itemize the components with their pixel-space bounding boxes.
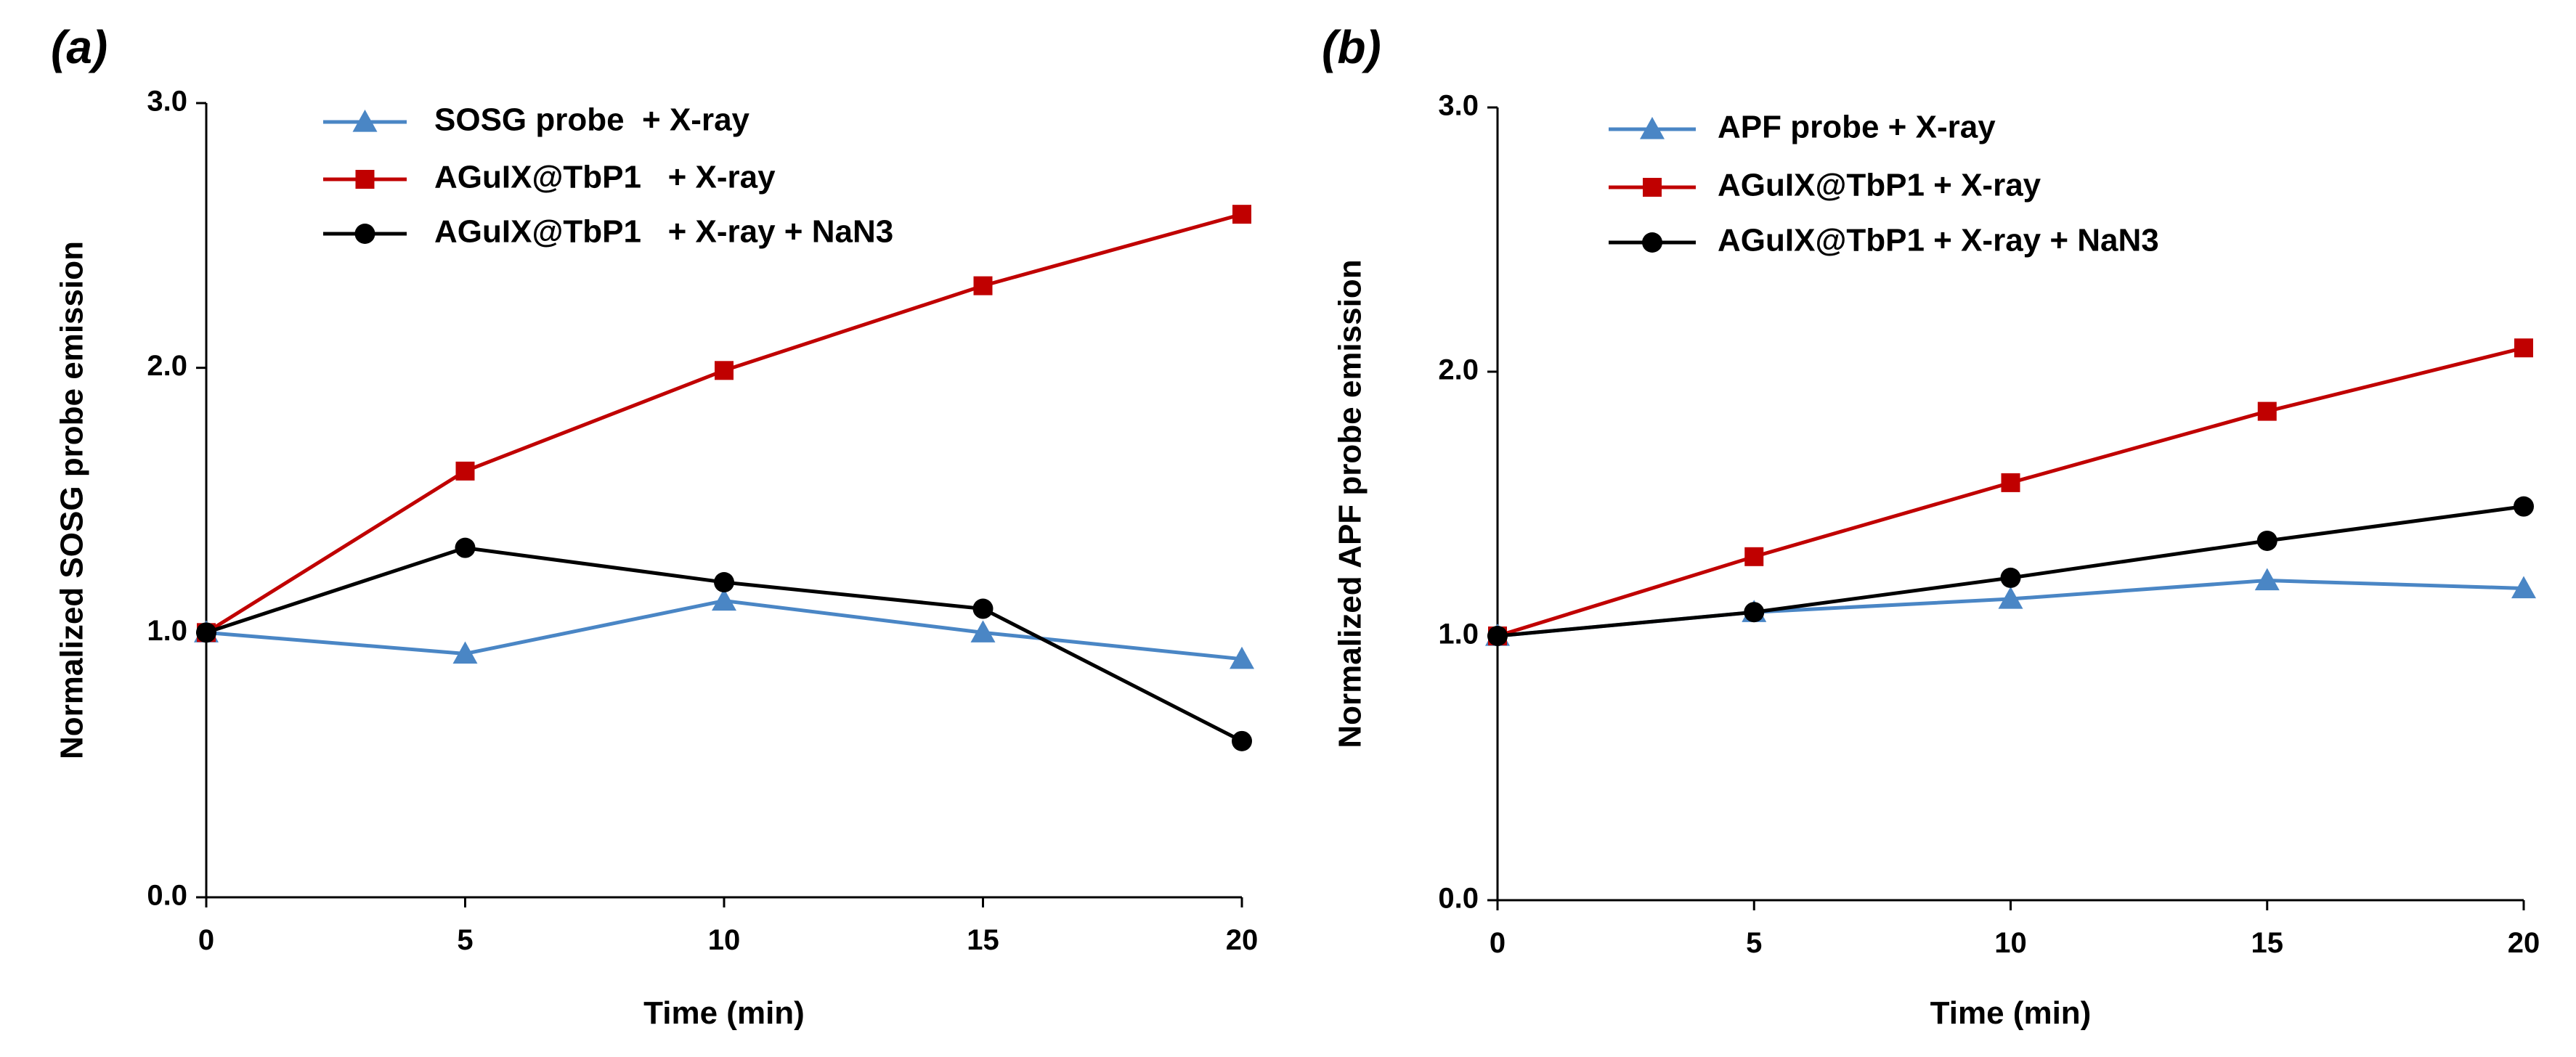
x-tick-label: 0 bbox=[1490, 927, 1506, 959]
panel-label: (a) bbox=[51, 21, 107, 73]
legend-entry: AGuIX@TbP1 + X-ray + NaN3 bbox=[323, 214, 893, 250]
y-tick-label: 0.0 bbox=[1438, 883, 1479, 915]
x-tick-label: 10 bbox=[1994, 927, 2027, 959]
series-0 bbox=[194, 588, 1254, 669]
x-tick-label: 20 bbox=[2508, 927, 2540, 959]
chart-panel-1: (b) 0.0 1.0 2.0 3.0 0 5 10 15 20 Time (min) Normali… bbox=[1322, 21, 2540, 1031]
legend-label: AGuIX@TbP1 + X-ray + NaN3 bbox=[434, 214, 893, 250]
legend-entry: AGuIX@TbP1 + X-ray bbox=[1609, 168, 2041, 203]
legend-label: SOSG probe + X-ray bbox=[434, 102, 750, 138]
data-point bbox=[2000, 567, 2021, 588]
data-point bbox=[2256, 530, 2278, 551]
y-tick-label: 2.0 bbox=[1438, 354, 1479, 386]
y-tick-label: 3.0 bbox=[1438, 90, 1479, 122]
legend-entry: AGuIX@TbP1 + X-ray bbox=[323, 160, 776, 195]
data-point bbox=[714, 572, 734, 593]
data-point bbox=[1744, 602, 1765, 623]
panel-label: (b) bbox=[1322, 21, 1381, 73]
legend: APF probe + X-ray AGuIX@TbP1 + X-ray AGuIX… bbox=[1609, 110, 2159, 258]
data-point bbox=[712, 588, 736, 611]
data-point bbox=[2001, 473, 2020, 492]
data-point bbox=[2514, 496, 2534, 517]
y-tick-label: 3.0 bbox=[147, 86, 187, 118]
data-point bbox=[1487, 626, 1508, 646]
series-1 bbox=[197, 205, 1251, 642]
data-point bbox=[2511, 576, 2536, 599]
data-point bbox=[973, 276, 993, 295]
data-point bbox=[455, 537, 476, 558]
legend-marker bbox=[1643, 178, 1662, 197]
y-axis-title: Normalized SOSG probe emission bbox=[54, 241, 90, 759]
data-point bbox=[196, 622, 216, 643]
x-tick-label: 5 bbox=[1746, 927, 1762, 959]
series-2 bbox=[1487, 496, 2534, 646]
legend-label: APF probe + X-ray bbox=[1718, 110, 1996, 145]
x-tick-label: 15 bbox=[967, 924, 999, 956]
legend-label: AGuIX@TbP1 + X-ray bbox=[1718, 168, 2041, 203]
x-tick-label: 15 bbox=[2251, 927, 2284, 959]
data-point bbox=[1744, 547, 1764, 566]
legend-marker bbox=[1640, 117, 1665, 139]
data-point bbox=[1230, 646, 1254, 669]
x-tick-label: 0 bbox=[198, 924, 214, 956]
y-axis-title: Normalized APF probe emission bbox=[1333, 259, 1368, 748]
legend-entry: AGuIX@TbP1 + X-ray + NaN3 bbox=[1609, 223, 2159, 258]
series-2 bbox=[196, 537, 1252, 751]
data-point bbox=[715, 361, 734, 380]
data-point bbox=[2254, 568, 2280, 591]
data-point bbox=[1232, 205, 1251, 224]
data-point bbox=[2514, 338, 2533, 358]
legend-marker bbox=[1642, 232, 1662, 253]
x-tick-label: 10 bbox=[708, 924, 741, 956]
x-tick-label: 5 bbox=[457, 924, 473, 956]
legend-entry: APF probe + X-ray bbox=[1609, 110, 1996, 145]
data-point bbox=[2257, 401, 2277, 421]
y-tick-label: 0.0 bbox=[147, 880, 187, 912]
legend-marker bbox=[355, 170, 375, 189]
data-point bbox=[1232, 730, 1252, 751]
data-point bbox=[1998, 587, 2023, 609]
data-point bbox=[970, 620, 996, 642]
legend: SOSG probe + X-ray AGuIX@TbP1 + X-ray AGuI… bbox=[323, 102, 893, 250]
x-axis-title: Time (min) bbox=[1930, 995, 2092, 1031]
x-tick-label: 20 bbox=[1226, 924, 1259, 956]
legend-label: AGuIX@TbP1 + X-ray + NaN3 bbox=[1718, 223, 2159, 258]
legend-label: AGuIX@TbP1 + X-ray bbox=[434, 160, 776, 195]
x-axis-title: Time (min) bbox=[643, 995, 805, 1031]
y-tick-label: 1.0 bbox=[1438, 619, 1479, 650]
data-point bbox=[972, 598, 994, 619]
legend-marker bbox=[354, 224, 375, 244]
chart-panel-0: (a) 0.0 1.0 2.0 3.0 0 5 10 15 20 Time (min) Normali… bbox=[51, 21, 1258, 1031]
data-point bbox=[455, 461, 475, 481]
legend-marker bbox=[352, 110, 378, 132]
series-line bbox=[205, 212, 1243, 634]
legend-entry: SOSG probe + X-ray bbox=[323, 102, 750, 138]
data-point bbox=[452, 641, 478, 664]
y-tick-label: 1.0 bbox=[147, 615, 187, 647]
y-tick-label: 2.0 bbox=[147, 350, 187, 382]
